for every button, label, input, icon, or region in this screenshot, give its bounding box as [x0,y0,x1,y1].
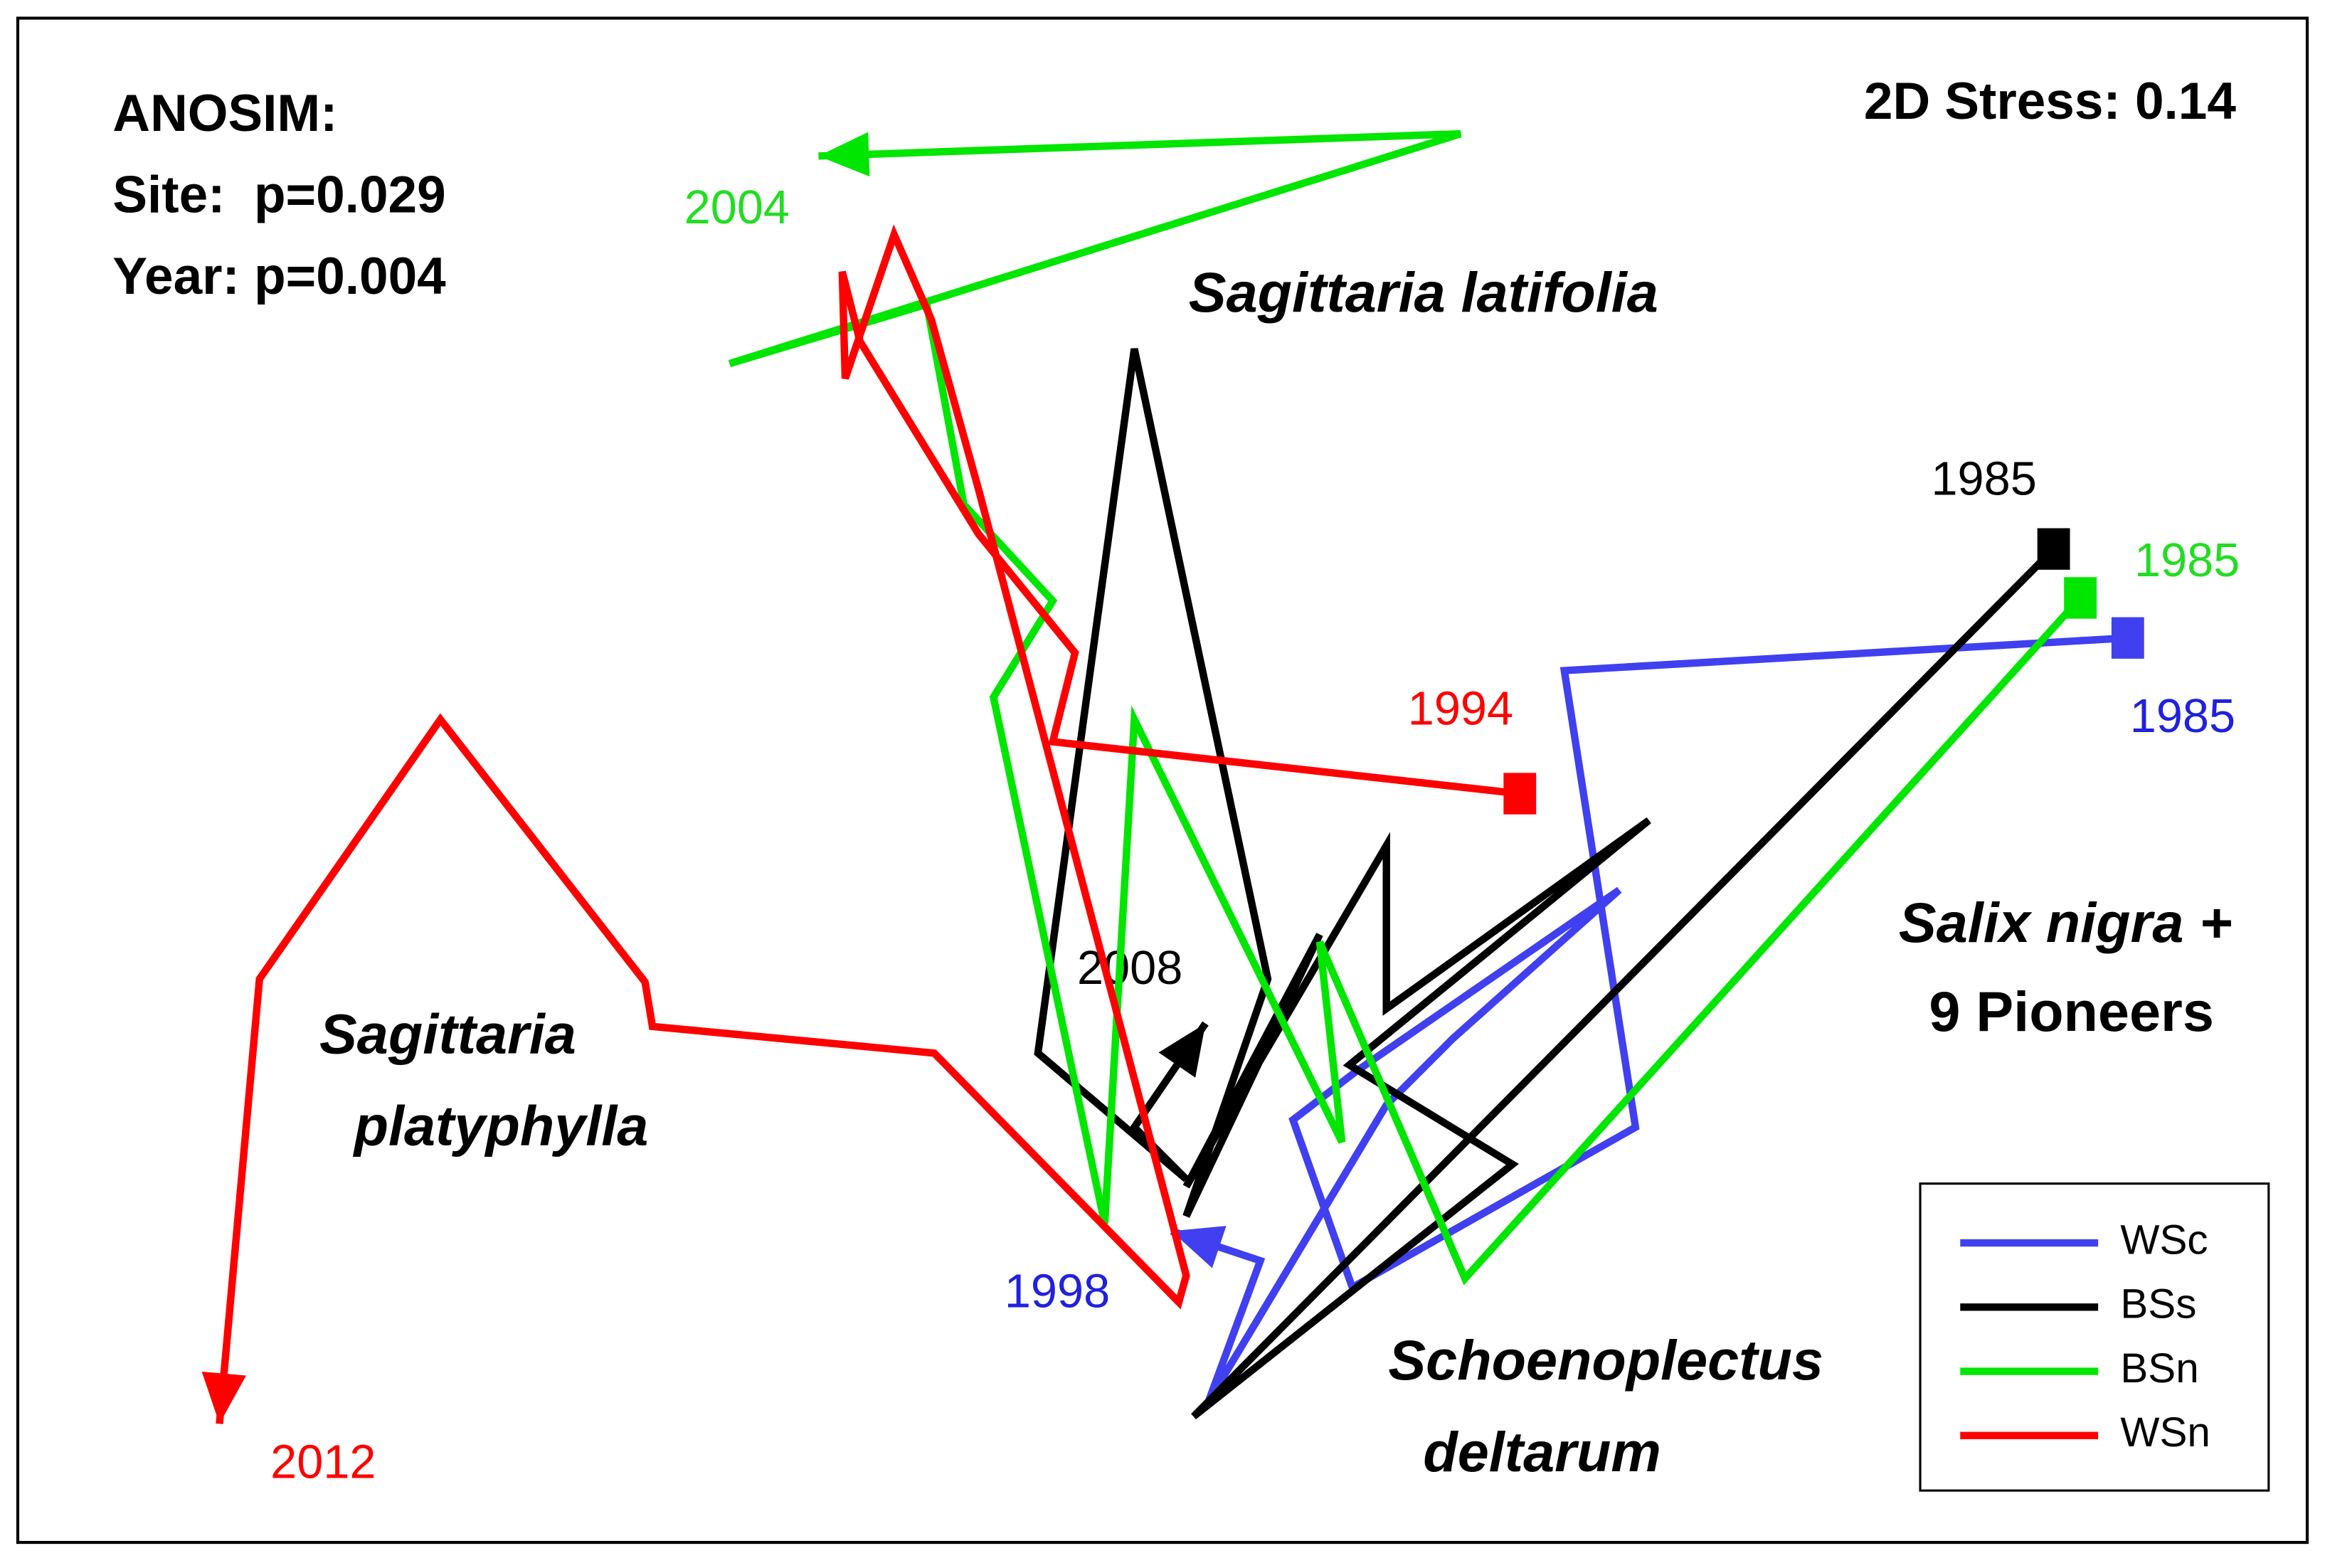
year-label: 1985 [2134,534,2240,587]
plot-area: 1985 1998 1985 2008 1985 2004 1994 2012 [201,129,2240,1488]
start-marker [2037,528,2070,570]
start-marker [2111,617,2144,659]
annotation: Site: p=0.029 [112,166,445,224]
start-marker [1503,773,1537,815]
annotation: ANOSIM: [112,85,337,142]
year-label: 1994 [1408,683,1513,736]
trajectory-line [1170,634,2129,1404]
year-label: 2004 [684,181,790,234]
trajectory-line [216,224,1520,1424]
year-label: 1985 [1931,452,2036,505]
legend-label: BSs [2120,1281,2196,1328]
annotation: Sagittaria [319,1002,576,1065]
end-arrow [1171,1226,1227,1268]
annotation: Sagittaria latifolia [1189,260,1658,324]
annotation: Salix nigra + [1899,891,2233,954]
end-arrow [1158,1023,1206,1078]
end-arrow [818,132,870,177]
year-label: 2012 [270,1436,376,1488]
annotation: deltarum [1423,1420,1661,1483]
year-label: 1985 [2130,690,2235,743]
annotation: Schoenoplectus [1388,1328,1823,1392]
year-label: 2008 [1077,942,1182,995]
annotation: Year: p=0.004 [112,248,446,305]
legend-box [1919,1182,2270,1492]
legend-label: BSn [2120,1345,2198,1392]
annotation: platyphylla [353,1093,649,1157]
end-arrow [201,1371,246,1424]
start-marker [2064,577,2097,619]
legend-label: WSc [2120,1217,2208,1263]
trajectory-line [728,129,2083,1286]
legend-label: WSn [2120,1409,2210,1456]
annotation: 2D Stress: 0.14 [1864,73,2236,130]
annotation: 9 Pioneers [1929,980,2214,1043]
year-label: 1998 [1005,1266,1110,1318]
